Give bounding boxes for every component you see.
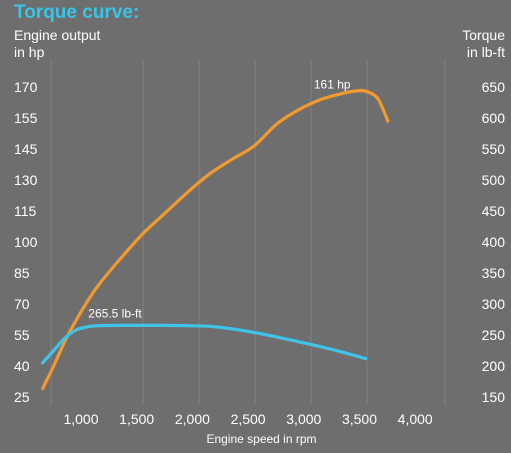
grid-lines [50,60,446,405]
x-axis-title: Engine speed in rpm [206,432,317,446]
right-y-tick-label: 650 [482,79,506,95]
right-y-tick-label: 500 [482,172,506,188]
right-y-tick-label: 150 [482,389,506,405]
left-y-tick-label: 55 [14,327,30,343]
x-tick-label: 2,000 [175,411,210,427]
right-y-tick-label: 350 [482,265,506,281]
left-y-tick-label: 115 [14,203,37,219]
series-lines [41,88,390,391]
right-y-tick-label: 600 [482,110,506,126]
x-tick-label: 3,500 [342,411,377,427]
torque-line [41,323,368,365]
right-y-tick-label: 200 [482,358,506,374]
right-y-axis: 650 600 550 500 450 400 350 300 250 200 150 [482,79,506,405]
right-axis-title-line-1: Torque [462,27,505,43]
chart-title: Torque curve: [14,2,140,23]
left-axis-title-line-2: in hp [14,44,45,60]
x-tick-label: 3,000 [286,411,321,427]
annotation-label-1: 265.5 lb-ft [88,306,142,320]
right-y-tick-label: 400 [482,234,506,250]
left-y-tick-label: 155 [14,110,38,126]
x-tick-label: 1,500 [119,411,154,427]
right-y-tick-label: 250 [482,327,506,343]
x-tick-label: 4,000 [398,411,433,427]
left-y-tick-label: 170 [14,79,38,95]
right-axis-title-line-2: in lb-ft [466,44,505,60]
left-axis-title-line-1: Engine output [14,27,101,43]
left-y-tick-label: 85 [14,265,30,281]
right-y-tick-label: 300 [482,296,506,312]
x-tick-label: 1,000 [63,411,98,427]
left-y-axis: 170 155 145 130 115 100 85 70 55 40 25 [14,79,38,405]
right-axis-title: Torque in lb-ft [462,27,505,61]
x-axis: 1,000 1,500 2,000 2,500 3,000 3,500 4,000 [63,411,432,427]
right-y-tick-label: 550 [482,141,506,157]
left-y-tick-label: 100 [14,234,38,250]
left-y-tick-label: 40 [14,358,30,374]
left-axis-title: Engine output in hp [14,27,100,61]
annotation-label-0: 161 hp [314,77,351,91]
left-y-tick-label: 70 [14,296,30,312]
right-y-tick-label: 450 [482,203,506,219]
left-y-tick-label: 130 [14,172,38,188]
x-tick-label: 2,500 [231,411,266,427]
annotations: 161 hp 265.5 lb-ft [88,77,351,320]
engine-output-line [41,88,390,391]
left-y-tick-label: 25 [14,389,30,405]
left-y-tick-label: 145 [14,141,38,157]
